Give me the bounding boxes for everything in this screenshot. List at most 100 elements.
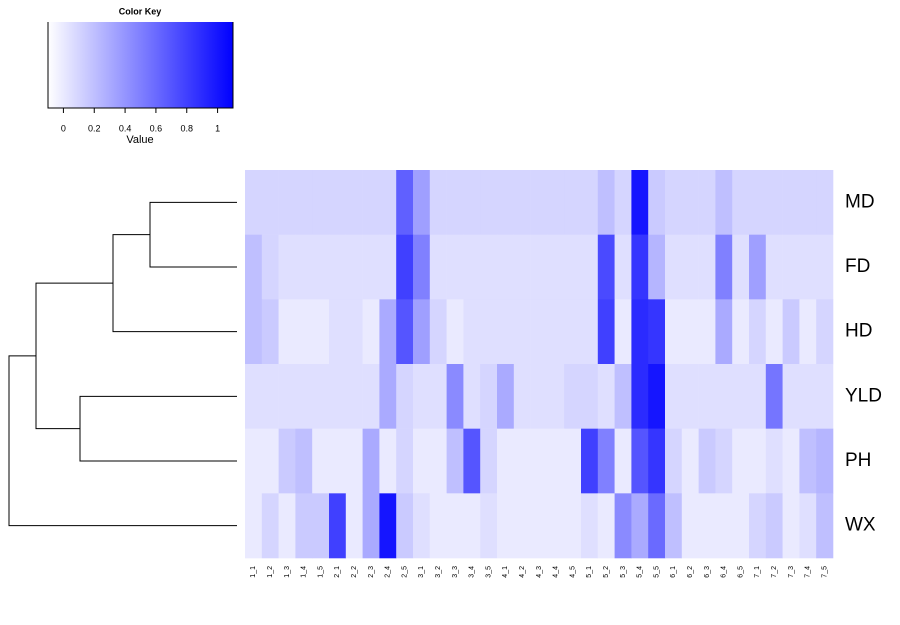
column-label: 5_4	[637, 566, 644, 578]
heatmap-cell	[581, 299, 599, 365]
heatmap-cell	[715, 364, 733, 429]
heatmap-cell	[782, 364, 800, 429]
heatmap-cell	[312, 234, 330, 300]
heatmap-cell	[278, 493, 296, 559]
column-label: 7_4	[805, 566, 812, 578]
heatmap-cell	[345, 493, 363, 559]
heatmap-cell	[295, 170, 313, 235]
heatmap-cell	[665, 234, 683, 300]
heatmap-cell	[799, 170, 817, 235]
heatmap-cell	[312, 493, 330, 559]
heatmap-cell	[547, 428, 565, 494]
key-xlabel: Value	[126, 134, 153, 146]
heatmap-cell	[345, 170, 363, 235]
heatmap-cell	[480, 364, 498, 429]
column-label: 4_1	[502, 566, 509, 578]
column-label: 1_4	[301, 566, 308, 578]
heatmap-cell	[648, 428, 666, 494]
column-label: 3_5	[485, 566, 492, 578]
heatmap-cell	[480, 170, 498, 235]
heatmap-cell	[631, 234, 649, 300]
heatmap-cell	[429, 364, 447, 429]
heatmap-cell	[497, 493, 515, 559]
heatmap-cell	[295, 234, 313, 300]
column-label: 2_1	[334, 566, 341, 578]
column-label: 7_5	[821, 566, 828, 578]
heatmap-cell	[631, 493, 649, 559]
heatmap-cell	[379, 234, 397, 300]
heatmap-cell	[749, 493, 767, 559]
heatmap-cell	[480, 234, 498, 300]
heatmap-cell	[631, 170, 649, 235]
heatmap-cell	[278, 364, 296, 429]
column-label: 2_3	[368, 566, 375, 578]
column-label: 2_5	[401, 566, 408, 578]
heatmap-cell	[698, 493, 716, 559]
heatmap-cell	[396, 170, 414, 235]
heatmap-cell	[749, 299, 767, 365]
heatmap-cell	[497, 364, 515, 429]
heatmap-cell	[261, 364, 279, 429]
heatmap-cell	[597, 234, 615, 300]
column-label: 3_1	[418, 566, 425, 578]
heatmap-cell	[665, 364, 683, 429]
heatmap-cell	[446, 234, 464, 300]
heatmap-cell	[782, 493, 800, 559]
heatmap-cell	[665, 299, 683, 365]
heatmap-cell	[648, 299, 666, 365]
heatmap-cell	[379, 299, 397, 365]
heatmap-cell	[429, 493, 447, 559]
heatmap-cell	[429, 170, 447, 235]
heatmap-cell	[261, 493, 279, 559]
heatmap-cell	[749, 364, 767, 429]
heatmap-cell	[765, 493, 783, 559]
heatmap-cell	[345, 428, 363, 494]
heatmap-cell	[245, 428, 263, 494]
heatmap-cell	[278, 170, 296, 235]
heatmap-cell	[631, 364, 649, 429]
key-tick-label: 0.2	[88, 123, 101, 133]
heatmap-cell	[681, 170, 699, 235]
heatmap-cell	[614, 170, 632, 235]
heatmap-cell	[413, 299, 431, 365]
heatmap-cell	[413, 428, 431, 494]
heatmap-cell	[446, 364, 464, 429]
column-label: 3_4	[469, 566, 476, 578]
heatmap-cell	[413, 364, 431, 429]
heatmap-cell	[547, 299, 565, 365]
heatmap-cell	[765, 234, 783, 300]
heatmap-cell	[732, 428, 750, 494]
heatmap-cell	[597, 170, 615, 235]
heatmap-cell	[765, 299, 783, 365]
heatmap-cell	[614, 364, 632, 429]
column-label: 7_2	[771, 566, 778, 578]
heatmap-cell	[631, 428, 649, 494]
heatmap-cell	[446, 428, 464, 494]
column-label: 6_4	[721, 566, 728, 578]
heatmap-cell	[715, 299, 733, 365]
heatmap-cell	[278, 234, 296, 300]
heatmap-cell	[698, 170, 716, 235]
column-label: 5_1	[586, 566, 593, 578]
heatmap-cell	[547, 234, 565, 300]
heatmap-cell	[312, 428, 330, 494]
heatmap-cell	[530, 428, 548, 494]
column-label: 1_3	[284, 566, 291, 578]
heatmap-cell	[463, 364, 481, 429]
column-label: 5_3	[620, 566, 627, 578]
heatmap-cell	[631, 299, 649, 365]
dendro-branch	[79, 395, 237, 462]
heatmap-cell	[698, 428, 716, 494]
heatmap-cell	[614, 234, 632, 300]
key-gradient	[48, 22, 233, 108]
heatmap-cell	[732, 170, 750, 235]
column-label: 3_3	[452, 566, 459, 578]
heatmap-cell	[446, 299, 464, 365]
heatmap-cell	[597, 299, 615, 365]
heatmap-cell	[312, 170, 330, 235]
heatmap-cell	[245, 234, 263, 300]
heatmap-cell	[329, 170, 347, 235]
heatmap-cell	[530, 364, 548, 429]
heatmap-cell	[547, 170, 565, 235]
key-title: Color Key	[119, 6, 162, 16]
